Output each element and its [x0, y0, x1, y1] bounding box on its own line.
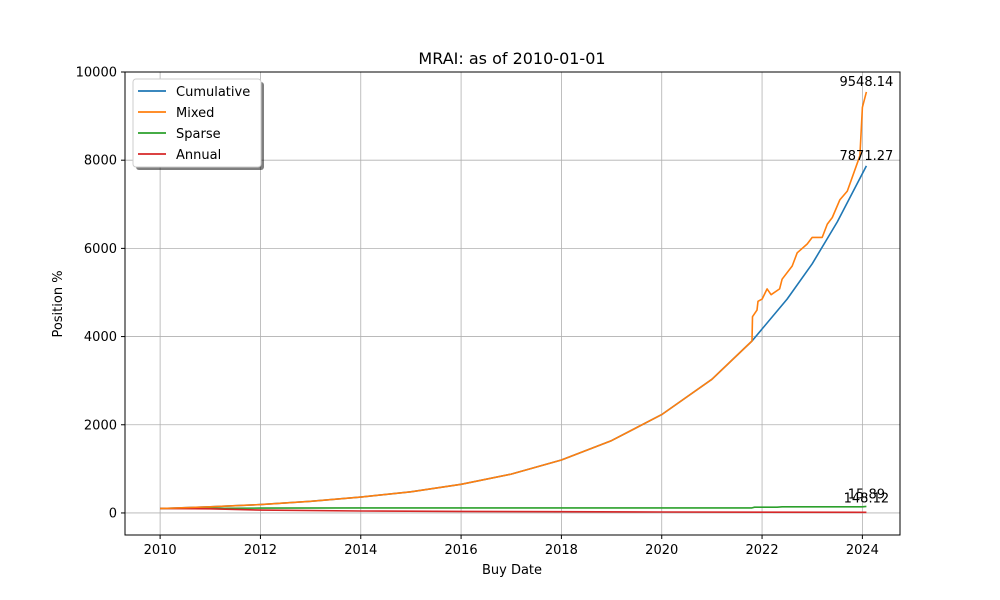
x-axis-label: Buy Date: [482, 563, 542, 578]
x-tick-label: 2020: [645, 543, 678, 558]
y-tick-label: 2000: [84, 418, 117, 433]
plot-frame: [124, 71, 901, 536]
y-tick-label: 10000: [76, 66, 117, 81]
series-line-mixed: [160, 91, 868, 510]
annotation-end-value: 9548.14: [840, 75, 894, 90]
annotation-end-value: 148.12: [844, 491, 890, 506]
y-tick-label: 8000: [84, 154, 117, 169]
y-tick-label: 0: [109, 506, 117, 521]
x-tick-label: 2014: [344, 543, 377, 558]
x-tick-label: 2024: [846, 543, 879, 558]
y-tick-label: 6000: [84, 242, 117, 257]
x-axis: 2010 2012 2014 2016 2018 2020 2022 2024: [144, 535, 879, 558]
series-line-annual: [160, 507, 867, 514]
x-tick-label: 2018: [545, 543, 578, 558]
legend-label-cumulative: Cumulative: [176, 85, 250, 100]
legend-box: [132, 78, 262, 168]
chart-title: MRAI: as of 2010-01-01: [418, 49, 605, 68]
x-tick-label: 2022: [746, 543, 779, 558]
annotation-end-value: 7871.27: [840, 149, 894, 164]
y-axis: 0 2000 4000 6000 8000 10000: [76, 66, 125, 521]
x-tick-label: 2016: [445, 543, 478, 558]
legend: Cumulative Mixed Sparse Annual: [132, 78, 264, 170]
y-tick-label: 4000: [84, 330, 117, 345]
x-tick-label: 2010: [144, 543, 177, 558]
legend-label-annual: Annual: [176, 148, 221, 163]
y-axis-label: Position %: [51, 270, 66, 337]
legend-label-mixed: Mixed: [176, 106, 214, 121]
x-tick-label: 2012: [244, 543, 277, 558]
annotation-end-value: 15.89: [848, 487, 885, 502]
series-lines: [160, 91, 868, 514]
series-line-sparse: [160, 505, 867, 510]
legend-label-sparse: Sparse: [176, 127, 221, 142]
